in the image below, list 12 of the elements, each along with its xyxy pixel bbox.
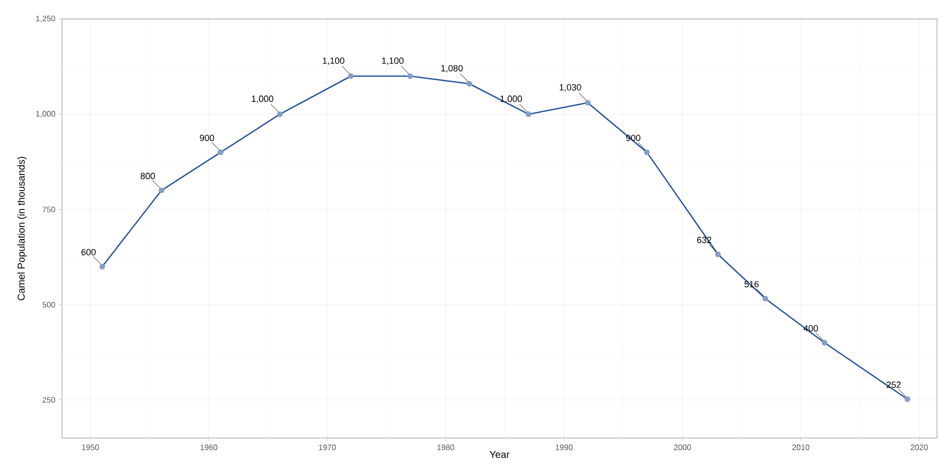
data-label: 800 — [140, 172, 155, 180]
data-label: 1,000 — [252, 96, 274, 103]
data-label: 600 — [82, 248, 96, 256]
data-label: 1,100 — [382, 57, 404, 65]
data-label: 900 — [200, 134, 214, 142]
data-label: 1,030 — [560, 84, 582, 92]
data-label: 1,080 — [441, 65, 463, 72]
data-label: 252 — [886, 382, 901, 388]
data-label: 1,100 — [322, 57, 344, 65]
data-label: 1,000 — [500, 96, 522, 103]
y-axis-title: Camel Population (in thousands) — [17, 156, 27, 300]
x-axis-title: Year — [490, 451, 510, 458]
